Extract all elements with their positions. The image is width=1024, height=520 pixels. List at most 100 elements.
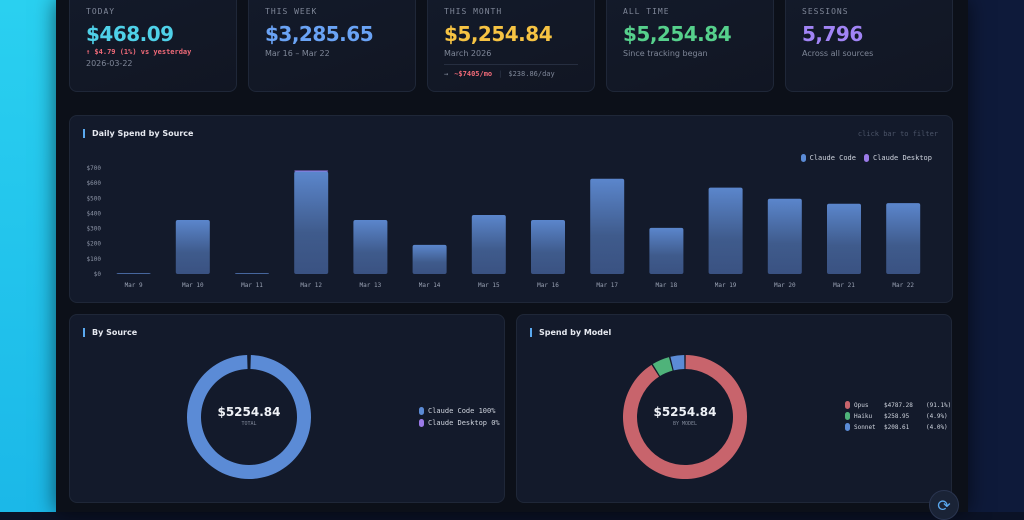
x-tick-label: Mar 9 [125, 282, 143, 289]
bar-claude-code[interactable] [175, 219, 210, 274]
legend-item[interactable]: Claude Code [800, 154, 856, 162]
legend-swatch [419, 407, 424, 415]
bar-claude-code[interactable] [649, 227, 684, 274]
donut-total-label: TOTAL [241, 421, 257, 427]
donut-total: $5254.84 [653, 405, 717, 419]
card-label: THIS WEEK [265, 7, 318, 16]
legend-item[interactable]: Claude Desktop [863, 154, 932, 162]
refresh-icon: ⟳ [937, 495, 951, 515]
x-tick-label: Mar 13 [360, 282, 382, 289]
legend-swatch [845, 423, 850, 431]
bar-claude-code[interactable] [116, 273, 151, 274]
stat-card: TODAY $468.09 ↑ $4.79 (1%) vs yesterday 20… [69, 0, 237, 92]
legend-item: Haiku $258.95 (4.9%) [845, 412, 951, 420]
legend-label: Claude Code [809, 154, 856, 162]
daily-spend-panel: Daily Spend by Source click bar to filte… [69, 115, 953, 303]
legend-model: Opus [854, 401, 869, 409]
stat-card: THIS MONTH $5,254.84 March 2026 → ~$7405/… [427, 0, 595, 92]
daily-bar-chart: $0 $100 $200 $300 $400 $500 $600 $700 Mar 9 Mar 1… [87, 165, 921, 289]
arrow-right-icon: → [444, 70, 449, 78]
legend-label: Claude Code 100% [428, 407, 496, 415]
y-tick-label: $300 [87, 226, 102, 233]
x-tick-label: Mar 17 [596, 282, 618, 289]
y-tick-label: $500 [87, 195, 102, 202]
donut-total: $5254.84 [217, 405, 281, 419]
legend-swatch [845, 412, 850, 420]
bar-claude-code[interactable] [471, 214, 506, 274]
source-legend: Claude Code 100% Claude Desktop 0% [419, 407, 500, 427]
filter-hint: click bar to filter [857, 130, 938, 138]
x-tick-label: Mar 11 [241, 282, 263, 289]
card-value: $468.09 [86, 22, 174, 46]
legend-amount: $258.95 [884, 412, 910, 420]
y-tick-label: $0 [94, 271, 102, 278]
bar-claude-code[interactable] [353, 219, 388, 274]
x-tick-label: Mar 19 [715, 282, 737, 289]
projection: ~$7405/mo [454, 70, 493, 78]
legend-amount: $208.61 [884, 423, 910, 431]
stat-card: ALL TIME $5,254.84 Since tracking began [606, 0, 774, 92]
bar-claude-code[interactable] [767, 198, 802, 274]
legend-model: Sonnet [854, 423, 876, 431]
x-tick-label: Mar 15 [478, 282, 500, 289]
legend-item: Claude Desktop 0% [419, 419, 500, 427]
per-day: $238.86/day [508, 70, 555, 78]
card-subtitle: March 2026 [444, 49, 492, 58]
card-label: ALL TIME [623, 7, 670, 16]
card-value: 5,796 [802, 22, 863, 46]
bar-claude-code[interactable] [827, 203, 861, 274]
legend-label: Claude Desktop [872, 154, 932, 162]
card-value: $3,285.65 [265, 22, 374, 46]
desktop-background [0, 0, 56, 512]
x-tick-label: Mar 22 [892, 282, 914, 289]
donut-slice-haiku[interactable] [652, 357, 673, 377]
legend-label: Claude Desktop 0% [428, 419, 500, 427]
legend-pct: (91.1%) [926, 401, 952, 409]
desktop-background-right [965, 0, 1024, 512]
x-tick-label: Mar 20 [774, 282, 796, 289]
stat-card: SESSIONS 5,796 Across all sources [785, 0, 953, 92]
bar-claude-code[interactable] [412, 244, 447, 274]
donut-slice-sonnet[interactable] [670, 355, 685, 371]
x-tick-label: Mar 21 [833, 282, 855, 289]
legend-amount: $4787.28 [884, 401, 913, 409]
panel-title: By Source [83, 328, 137, 337]
bar-claude-code[interactable] [531, 219, 565, 274]
bar-claude-code[interactable] [708, 187, 743, 274]
card-subtitle: Across all sources [802, 49, 874, 58]
x-tick-label: Mar 14 [419, 282, 441, 289]
legend-swatch [419, 419, 424, 427]
y-tick-label: $200 [87, 241, 102, 248]
y-tick-label: $700 [87, 165, 102, 172]
card-label: SESSIONS [802, 7, 849, 16]
donut-total-label: BY MODEL [672, 421, 698, 427]
bar-claude-desktop[interactable] [294, 170, 329, 172]
x-tick-label: Mar 12 [300, 282, 322, 289]
by-model-panel: Spend by Model $5254.84 BY MODEL Opus $47… [516, 314, 952, 503]
card-subtitle: Mar 16 – Mar 22 [265, 49, 330, 58]
card-subtitle: Since tracking began [623, 49, 708, 58]
dashboard: TODAY $468.09 ↑ $4.79 (1%) vs yesterday 20… [56, 0, 968, 512]
card-value: $5,254.84 [623, 22, 732, 46]
x-tick-label: Mar 16 [537, 282, 559, 289]
by-source-panel: By Source $5254.84 TOTAL Claude Code 100… [69, 314, 505, 503]
y-tick-label: $600 [87, 180, 102, 187]
legend-item: Opus $4787.28 (91.1%) [845, 401, 951, 409]
legend-swatch [863, 154, 869, 162]
legend-swatch [845, 401, 850, 409]
bar-claude-code[interactable] [886, 203, 921, 274]
model-donut [623, 355, 747, 479]
legend-model: Haiku [854, 412, 873, 420]
stat-card: THIS WEEK $3,285.65 Mar 16 – Mar 22 [248, 0, 416, 92]
panel-title: Daily Spend by Source [83, 129, 193, 138]
refresh-button[interactable]: ⟳ [929, 490, 959, 520]
bar-claude-code[interactable] [294, 171, 329, 274]
bar-claude-code[interactable] [235, 273, 269, 274]
model-legend: Opus $4787.28 (91.1%) Haiku $258.95 (4.9%) Son… [845, 401, 951, 431]
panel-title: Spend by Model [530, 328, 611, 337]
x-tick-label: Mar 10 [182, 282, 204, 289]
y-tick-label: $100 [87, 256, 102, 263]
legend-swatch [800, 154, 806, 162]
legend-item: Claude Code 100% [419, 407, 500, 415]
bar-claude-code[interactable] [590, 178, 625, 274]
